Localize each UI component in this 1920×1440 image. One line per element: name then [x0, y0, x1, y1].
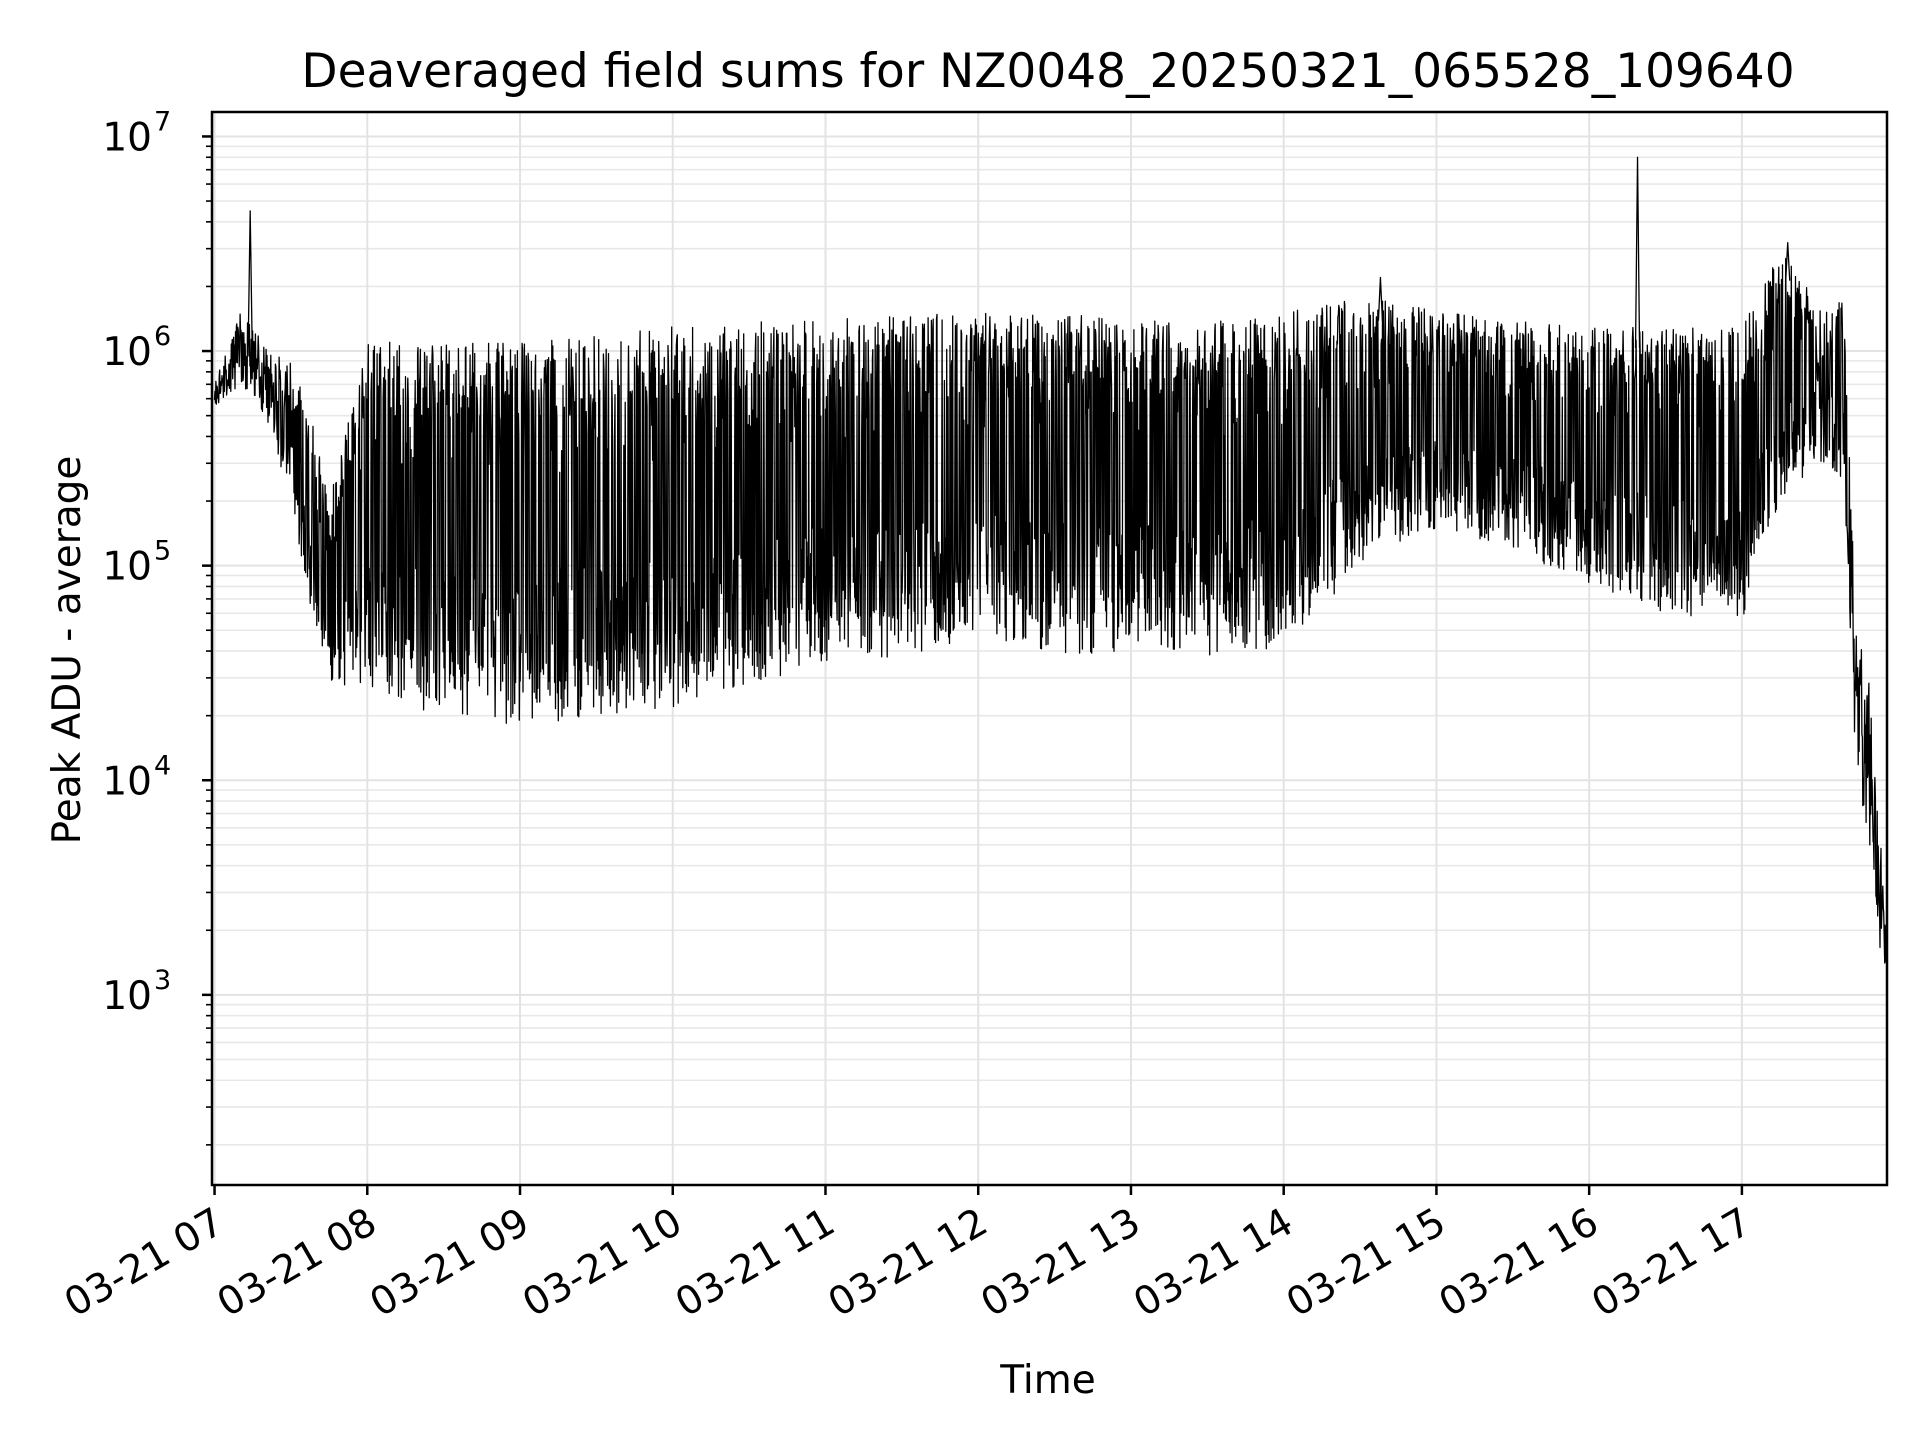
y-tick-exponent: 3: [154, 965, 171, 996]
x-tick-label: 03-21 09: [363, 1200, 537, 1327]
axis-ticks: [202, 135, 1744, 1195]
y-tick-label: 10: [102, 545, 152, 590]
y-tick-exponent: 5: [154, 536, 171, 567]
series-spike: [1377, 276, 1384, 321]
y-tick-label: 10: [102, 115, 152, 160]
x-tick-label: 03-21 17: [1585, 1200, 1759, 1327]
series-spike: [1634, 156, 1641, 349]
y-tick-exponent: 6: [154, 321, 171, 352]
plot-frame: [210, 110, 1889, 1187]
series-spike: [1785, 241, 1791, 281]
x-tick-label: 03-21 14: [1126, 1200, 1300, 1327]
y-tick-exponent: 4: [154, 750, 171, 781]
y-tick-label: 10: [102, 330, 152, 375]
x-tick-label: 03-21 13: [974, 1200, 1148, 1327]
chart-title: Deaveraged field sums for NZ0048_2025032…: [301, 44, 1794, 99]
y-tick-label: 10: [102, 974, 152, 1019]
series-line: [213, 257, 1888, 968]
x-tick-label: 03-21 07: [57, 1200, 231, 1327]
series-line-group: [213, 156, 1888, 968]
x-axis-label: Time: [999, 1358, 1095, 1403]
y-tick-label: 10: [102, 759, 152, 804]
series-spike: [247, 210, 253, 347]
x-tick-label: 03-21 10: [515, 1200, 689, 1327]
y-axis-label: Peak ADU - average: [45, 456, 90, 845]
x-tick-label: 03-21 15: [1279, 1200, 1453, 1327]
x-tick-label: 03-21 16: [1432, 1200, 1606, 1327]
x-tick-label: 03-21 11: [668, 1200, 842, 1327]
y-tick-exponent: 7: [154, 106, 171, 137]
x-tick-label: 03-21 08: [210, 1200, 384, 1327]
x-tick-label: 03-21 12: [821, 1200, 995, 1327]
